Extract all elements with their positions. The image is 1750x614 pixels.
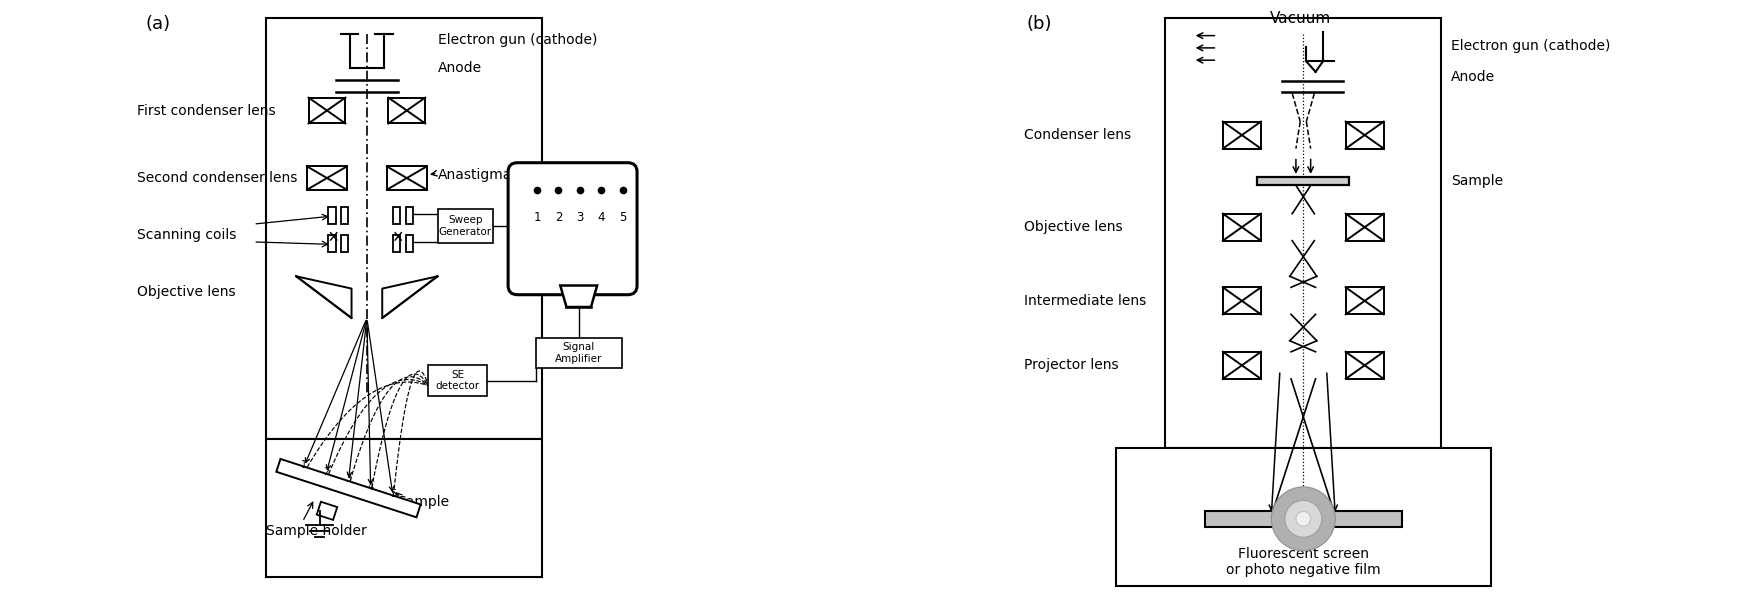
Bar [387,166,427,190]
Bar [1223,122,1262,149]
FancyBboxPatch shape [507,163,637,295]
Text: Intermediate lens: Intermediate lens [1024,294,1146,308]
Bar [1346,352,1384,379]
Circle shape [1270,487,1335,551]
Bar [1206,511,1402,526]
Bar [406,235,413,252]
Bar [1223,287,1262,314]
Text: 5: 5 [390,489,396,499]
Bar [1346,287,1384,314]
Text: Sample: Sample [1451,174,1503,188]
Bar [1346,122,1384,149]
Text: Anode: Anode [1451,70,1494,84]
Polygon shape [560,286,597,307]
Bar [388,98,425,123]
Circle shape [1284,500,1321,537]
Bar [266,18,542,439]
Bar [536,338,621,368]
Text: Sweep
Generator: Sweep Generator [439,215,492,237]
Text: First condenser lens: First condenser lens [136,104,275,117]
Bar [1346,214,1384,241]
Text: Sample: Sample [397,495,450,509]
Bar [341,207,348,224]
Polygon shape [276,459,420,518]
Polygon shape [317,502,338,520]
Circle shape [1297,511,1311,526]
Text: 3: 3 [576,211,584,225]
Text: Vacuum: Vacuum [1269,11,1330,26]
Text: Anode: Anode [438,61,481,74]
Text: Electron gun (cathode): Electron gun (cathode) [438,33,597,47]
Text: 1: 1 [534,211,541,225]
Bar [392,235,401,252]
Bar [308,98,345,123]
Bar [429,365,487,396]
Text: SE
detector: SE detector [436,370,480,392]
Text: Objective lens: Objective lens [1024,220,1122,234]
Text: (b): (b) [1027,15,1052,33]
Text: 4: 4 [598,211,605,225]
Text: 3: 3 [345,475,352,484]
Text: 2: 2 [324,467,329,477]
Text: 5: 5 [620,211,626,225]
Bar [329,207,336,224]
Text: Objective lens: Objective lens [136,285,234,298]
Bar [1166,18,1442,448]
Text: Electron gun (cathode): Electron gun (cathode) [1451,39,1610,53]
Bar [1223,352,1262,379]
Text: Second condenser lens: Second condenser lens [136,171,298,185]
Bar [266,439,542,577]
Text: Fluorescent screen
or photo negative film: Fluorescent screen or photo negative fil… [1227,546,1381,577]
Text: (a): (a) [145,15,172,33]
Bar [1223,214,1262,241]
Text: 4: 4 [368,481,374,492]
Text: Sample holder: Sample holder [266,524,366,538]
Text: Scanning coils: Scanning coils [136,228,236,241]
Bar [306,166,347,190]
Text: 2: 2 [555,211,562,225]
Bar [341,235,348,252]
Bar [329,235,336,252]
Text: Anastigmator: Anastigmator [438,168,532,182]
Bar [392,207,401,224]
Bar [1116,448,1491,586]
Text: Condenser lens: Condenser lens [1024,128,1130,142]
Text: 1: 1 [301,460,308,470]
Bar [406,207,413,224]
Bar [1256,177,1349,185]
Text: Projector lens: Projector lens [1024,359,1118,372]
Bar [438,209,493,243]
Text: Signal
Amplifier: Signal Amplifier [555,342,602,364]
